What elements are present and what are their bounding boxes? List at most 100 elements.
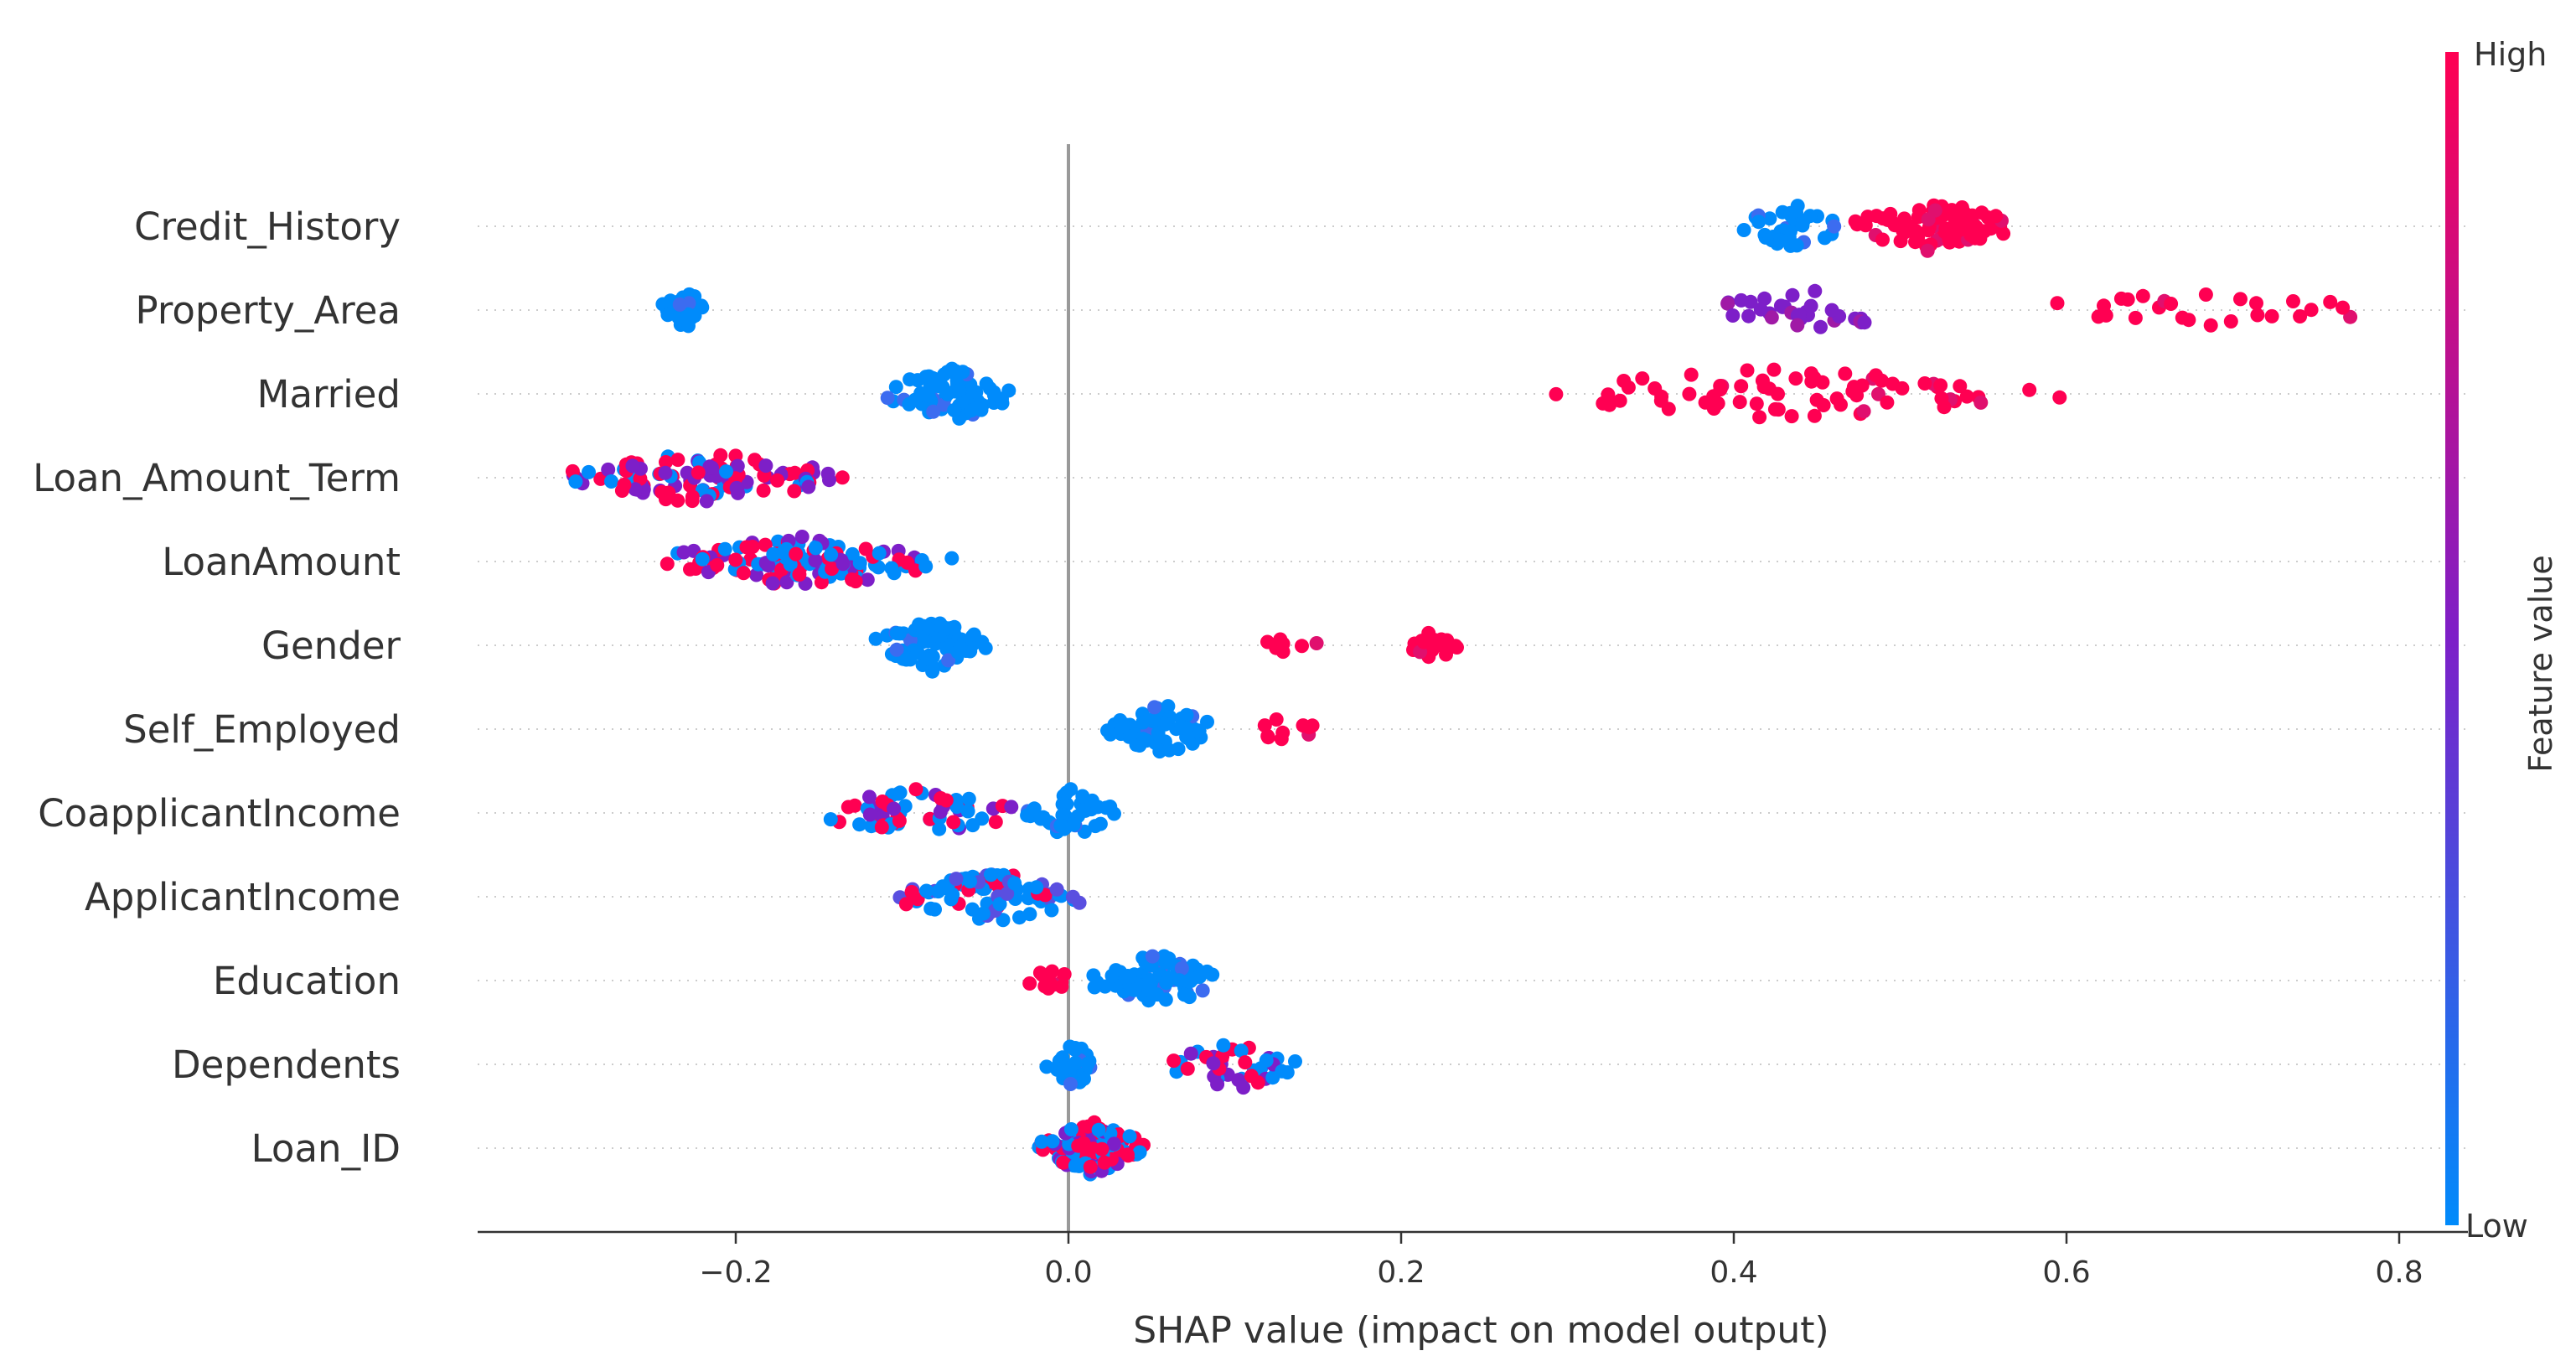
shap-point [1063, 782, 1079, 797]
shap-point [1083, 1159, 1098, 1174]
shap-point [1427, 633, 1442, 648]
shap-point [1210, 1077, 1225, 1092]
shap-point [858, 541, 873, 556]
shap-point [680, 307, 696, 322]
shap-point [625, 458, 640, 474]
shap-point [1166, 1053, 1182, 1069]
shap-point [848, 574, 863, 589]
colorbar: High Low Feature value [2445, 36, 2559, 1245]
shap-point [1442, 639, 1457, 655]
shap-point [1012, 910, 1027, 925]
shap-point [601, 462, 616, 477]
x-tick-label: −0.2 [699, 1255, 772, 1290]
shap-point [1059, 797, 1074, 811]
shap-point [728, 552, 743, 567]
shap-point [1179, 721, 1194, 736]
shap-point [872, 546, 887, 561]
shap-point [1045, 1134, 1060, 1149]
shap-point [1827, 219, 1842, 234]
shap-point [897, 799, 913, 814]
shap-point [582, 464, 596, 479]
shap-point [1007, 876, 1022, 891]
shap-point [1753, 302, 1768, 317]
shap-point [1621, 380, 1636, 395]
shap-point [1080, 1119, 1095, 1134]
shap-point [1854, 378, 1870, 393]
shap-point [899, 652, 914, 667]
shap-point [1875, 232, 1890, 247]
x-ticks: −0.2 0.0 0.2 0.4 0.6 0.8 [699, 1232, 2423, 1290]
feature-label: Gender [261, 624, 401, 668]
shap-point [2052, 390, 2067, 405]
shap-point [1238, 1055, 1253, 1070]
shap-point [944, 551, 960, 566]
shap-point [1179, 707, 1194, 722]
shap-point [1186, 971, 1200, 986]
shap-point [1736, 223, 1751, 237]
shap-point [2164, 297, 2179, 311]
shap-point [1068, 1158, 1083, 1173]
shap-point [1234, 1043, 1249, 1058]
shap-point [1275, 1064, 1290, 1079]
shap-point [1682, 386, 1697, 401]
shap-point [949, 872, 964, 887]
shap-point [860, 572, 875, 587]
shap-point [835, 556, 851, 572]
shap-point [988, 815, 1003, 830]
colorbar-low-label: Low [2465, 1208, 2528, 1245]
shap-point [908, 392, 923, 407]
shap-point [982, 381, 997, 396]
shap-point [1177, 987, 1192, 1002]
shap-point [1751, 215, 1766, 230]
shap-point [912, 617, 926, 632]
shap-point [862, 807, 877, 822]
shap-point [1817, 230, 1832, 246]
shap-point [1757, 291, 1772, 306]
shap-point [1965, 208, 1980, 223]
shap-point [874, 820, 889, 835]
shap-point [654, 484, 670, 499]
shap-point [761, 558, 776, 573]
shap-point [2264, 308, 2279, 323]
colorbar-title: Feature value [2522, 555, 2559, 772]
shap-point [745, 540, 760, 554]
shap-point [1044, 903, 1059, 918]
shap-point [770, 473, 785, 488]
shap-point [1920, 243, 1935, 258]
shap-point [1762, 211, 1777, 226]
shap-point [670, 453, 685, 468]
shap-point [1088, 819, 1103, 834]
shap-point [1829, 391, 1844, 406]
shap-point [766, 546, 781, 562]
shap-point [1880, 212, 1895, 227]
shap-point [918, 559, 934, 574]
shap-point [2098, 308, 2113, 323]
shap-point [1785, 287, 1800, 303]
shap-point [659, 455, 673, 469]
shap-point [947, 403, 962, 417]
shap-point [2223, 314, 2238, 329]
shap-point [1000, 886, 1015, 901]
shap-point [1602, 397, 1617, 412]
shap-point [1216, 1038, 1231, 1053]
shap-point [1275, 644, 1291, 660]
shap-point [683, 562, 697, 577]
shap-point [1158, 992, 1173, 1007]
feature-label: Credit_History [134, 204, 401, 249]
feature-label: Loan_Amount_Term [33, 456, 401, 500]
shap-point [1107, 806, 1121, 821]
shap-point [1880, 395, 1895, 410]
shap-point [965, 902, 980, 917]
shap-point [919, 883, 934, 898]
shap-point [898, 897, 913, 912]
shap-point [1860, 210, 1875, 225]
shap-point [1713, 382, 1728, 397]
shap-point [1183, 1046, 1198, 1061]
shap-point [705, 460, 719, 475]
shap-point [1893, 234, 1908, 249]
shap-point [946, 815, 961, 830]
shap-point [1959, 389, 1974, 404]
shap-point [892, 785, 908, 800]
shap-point [1996, 226, 2011, 241]
